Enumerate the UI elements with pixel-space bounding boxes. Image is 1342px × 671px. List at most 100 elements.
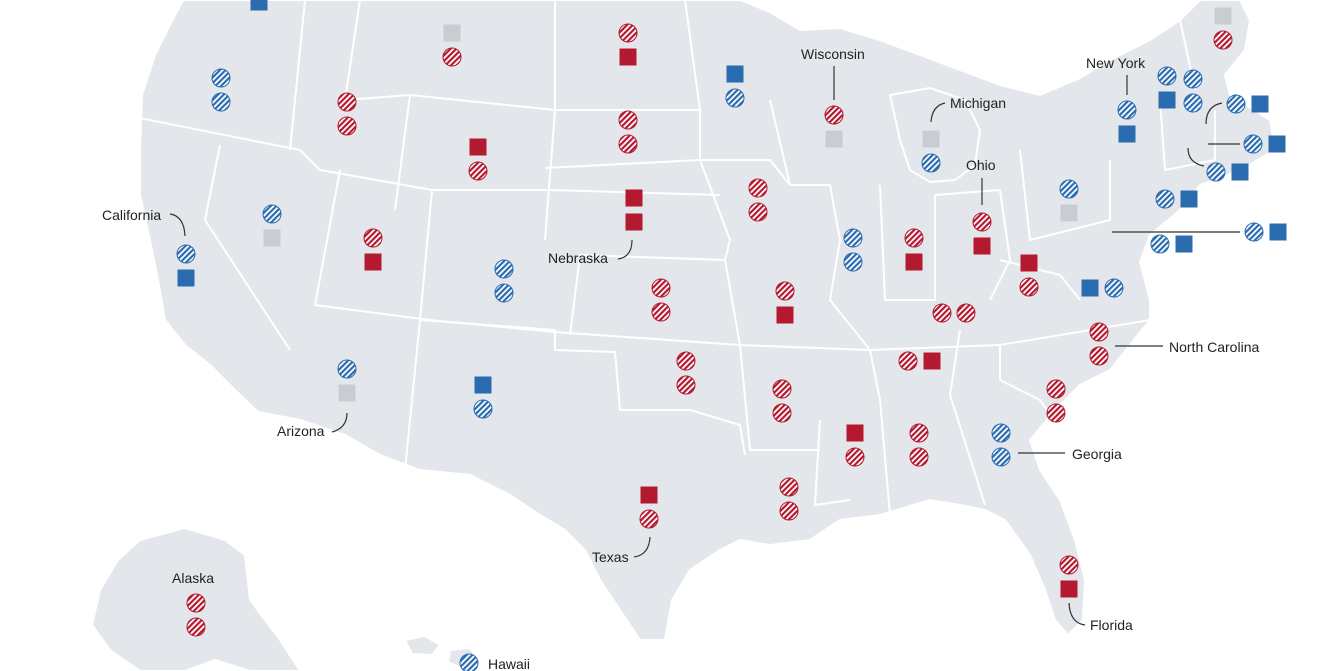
state-markers-ia: [748, 178, 768, 222]
marker-circle-red: [337, 116, 357, 136]
marker-circle-red: [898, 351, 918, 371]
state-markers-sd: [618, 110, 638, 154]
marker-square-red: [1060, 580, 1078, 598]
marker-circle-red: [1089, 346, 1109, 366]
marker-circle-red: [779, 477, 799, 497]
marker-square-red: [625, 213, 643, 231]
label-north-carolina: North Carolina: [1169, 339, 1259, 355]
marker-circle-red: [956, 303, 976, 323]
label-new-york: New York: [1086, 55, 1146, 71]
marker-square-blue: [726, 65, 744, 83]
marker-square-gray: [825, 130, 843, 148]
marker-square-blue: [250, 0, 268, 11]
marker-square-red: [364, 253, 382, 271]
state-markers-vt: [1157, 66, 1177, 109]
marker-circle-blue: [1206, 162, 1226, 182]
marker-square-gray: [1060, 204, 1078, 222]
marker-circle-red: [824, 105, 844, 125]
marker-square-red: [973, 237, 991, 255]
marker-circle-blue: [843, 252, 863, 272]
state-markers-or: [211, 68, 231, 112]
state-markers-wa: [250, 0, 268, 11]
state-markers-wi: [824, 105, 844, 148]
state-markers-fl: [1059, 555, 1079, 598]
state-markers-az: [337, 359, 357, 402]
marker-square-red: [923, 352, 941, 370]
state-markers-mi: [921, 130, 941, 173]
marker-circle-red: [676, 351, 696, 371]
state-markers-al: [909, 423, 929, 467]
marker-square-red: [640, 486, 658, 504]
state-markers-co: [494, 259, 514, 303]
label-michigan: Michigan: [950, 95, 1006, 111]
marker-square-red: [776, 306, 794, 324]
marker-circle-blue: [725, 88, 745, 108]
state-markers-ct: [1206, 162, 1249, 182]
marker-circle-red: [468, 161, 488, 181]
marker-square-red: [846, 424, 864, 442]
marker-circle-red: [337, 92, 357, 112]
marker-circle-red: [1059, 555, 1079, 575]
state-markers-in: [904, 228, 924, 271]
label-wisconsin: Wisconsin: [801, 46, 865, 62]
label-florida: Florida: [1090, 617, 1133, 633]
marker-square-blue: [1251, 95, 1269, 113]
marker-circle-red: [186, 617, 206, 637]
marker-circle-blue: [262, 204, 282, 224]
state-markers-va: [1081, 278, 1124, 298]
marker-square-blue: [177, 269, 195, 287]
state-borders: [139, 0, 1216, 516]
arrow-nebraska: [617, 239, 633, 260]
marker-circle-blue: [211, 92, 231, 112]
marker-circle-blue: [991, 447, 1011, 467]
state-markers-oh: [972, 212, 992, 255]
state-markers-wv: [1019, 254, 1039, 297]
marker-circle-red: [904, 228, 924, 248]
marker-circle-red: [363, 228, 383, 248]
marker-circle-red: [639, 509, 659, 529]
label-texas: Texas: [592, 549, 629, 565]
label-alaska: Alaska: [172, 570, 214, 586]
state-markers-ms: [845, 424, 865, 467]
marker-square-blue: [1180, 190, 1198, 208]
marker-circle-red: [1046, 403, 1066, 423]
marker-circle-blue: [1117, 100, 1137, 120]
state-markers-nc: [1089, 322, 1109, 366]
marker-circle-red: [676, 375, 696, 395]
marker-circle-red: [932, 303, 952, 323]
marker-circle-red: [772, 403, 792, 423]
state-markers-mo: [775, 281, 795, 324]
marker-circle-blue: [494, 283, 514, 303]
marker-circle-blue: [843, 228, 863, 248]
marker-circle-blue: [473, 399, 493, 419]
label-georgia: Georgia: [1072, 446, 1122, 462]
marker-circle-blue: [1244, 222, 1264, 242]
marker-circle-blue: [176, 244, 196, 264]
arrow-connecticut: [1187, 147, 1205, 167]
label-nebraska: Nebraska: [548, 250, 608, 266]
state-markers-ma: [1226, 94, 1269, 114]
state-markers-me: [1213, 7, 1233, 50]
marker-circle-blue: [1104, 278, 1124, 298]
marker-circle-blue: [1226, 94, 1246, 114]
marker-circle-red: [748, 178, 768, 198]
state-markers-md: [1150, 234, 1193, 254]
marker-circle-blue: [337, 359, 357, 379]
marker-circle-blue: [1157, 66, 1177, 86]
state-markers-de: [1244, 222, 1287, 242]
marker-square-gray: [263, 229, 281, 247]
state-markers-mt: [442, 24, 462, 67]
marker-circle-red: [1213, 30, 1233, 50]
marker-square-blue: [1118, 125, 1136, 143]
state-markers-ar: [772, 379, 792, 423]
state-markers-ga: [991, 423, 1011, 467]
marker-circle-blue: [1183, 93, 1203, 113]
marker-square-blue: [474, 376, 492, 394]
contiguous-us-land: [139, 0, 1276, 641]
state-markers-hi: [459, 653, 479, 671]
marker-circle-red: [772, 379, 792, 399]
marker-circle-red: [651, 278, 671, 298]
marker-square-gray: [338, 384, 356, 402]
marker-square-red: [469, 138, 487, 156]
